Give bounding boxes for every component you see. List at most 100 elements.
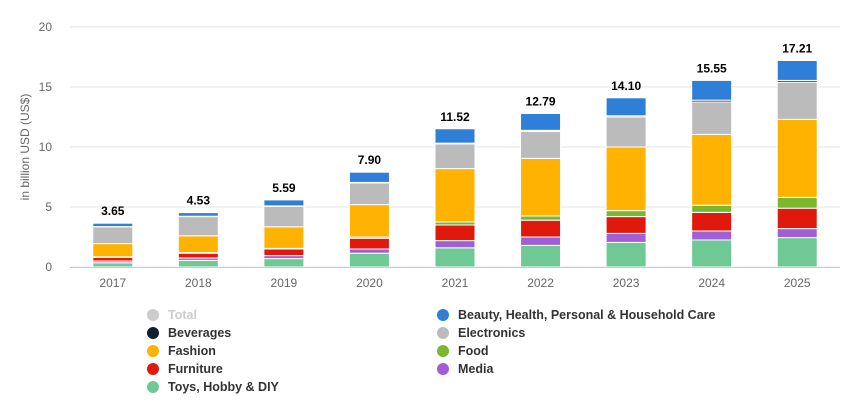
bar-segment[interactable] (520, 130, 562, 159)
total-labels: 3.65 4.53 5.59 7.90 11.52 12.79 14.10 15.55 17.2… (101, 41, 812, 218)
bar-segment[interactable] (177, 235, 219, 254)
legend-item-fashion[interactable]: Fashion (147, 344, 216, 358)
total-value-label: 3.65 (101, 204, 125, 218)
bar-segment[interactable] (691, 133, 733, 206)
x-tick-label: 2019 (271, 276, 298, 290)
bar-segment[interactable] (348, 171, 390, 183)
bar-segment[interactable] (92, 256, 134, 262)
bar-segment[interactable] (177, 259, 219, 268)
y-tick-label: 10 (39, 140, 53, 154)
bar-segment[interactable] (605, 241, 647, 268)
bar-segment[interactable] (434, 224, 476, 242)
bars (92, 59, 818, 268)
bar-segment[interactable] (776, 237, 818, 268)
total-value-label: 12.79 (526, 95, 556, 109)
bar-segment[interactable] (691, 211, 733, 232)
bar-segment[interactable] (776, 81, 818, 120)
bar-segment[interactable] (605, 146, 647, 212)
x-axis-ticks: 2017 2018 2019 2020 2021 2022 2023 2024 2025 (70, 267, 840, 290)
bar-segment[interactable] (691, 101, 733, 135)
legend-item-electronics[interactable]: Electronics (437, 326, 525, 340)
total-value-label: 4.53 (187, 194, 211, 208)
bar-segment[interactable] (434, 247, 476, 268)
bar-segment[interactable] (605, 97, 647, 117)
y-tick-label: 5 (45, 200, 52, 214)
y-axis-ticks: 0 5 10 15 20 (39, 20, 53, 274)
total-value-label: 7.90 (358, 153, 382, 167)
legend-label: Food (458, 344, 489, 358)
bar-segment[interactable] (263, 205, 305, 228)
bar-segment[interactable] (691, 79, 733, 101)
bar-segment[interactable] (434, 168, 476, 223)
legend-label: Beauty, Health, Personal & Household Car… (458, 308, 716, 322)
total-value-label: 11.52 (440, 110, 470, 124)
bar-segment[interactable] (605, 210, 647, 218)
legend-label: Fashion (168, 344, 216, 358)
bar-segment[interactable] (177, 252, 219, 259)
beauty-legend-dot-icon (437, 309, 449, 321)
bar-segment[interactable] (776, 59, 818, 81)
bar-segment[interactable] (520, 244, 562, 268)
bar-segment[interactable] (263, 248, 305, 257)
food-legend-dot-icon (437, 345, 449, 357)
legend-item-furniture[interactable]: Furniture (147, 362, 223, 376)
legend-label: Toys, Hobby & DIY (168, 380, 279, 394)
total-value-label: 15.55 (697, 61, 727, 75)
legend-item-toys[interactable]: Toys, Hobby & DIY (147, 380, 279, 394)
bar-segment[interactable] (776, 228, 818, 239)
total-value-label: 17.21 (782, 41, 812, 55)
furniture-legend-dot-icon (147, 363, 159, 375)
legend-item-total[interactable]: Total (147, 308, 197, 322)
bar-segment[interactable] (177, 212, 219, 217)
bar-segment[interactable] (605, 232, 647, 243)
legend-label: Furniture (168, 362, 223, 376)
bar-segment[interactable] (92, 243, 134, 258)
legend: Total Beauty, Health, Personal & Househo… (0, 300, 852, 419)
y-tick-label: 20 (39, 20, 53, 34)
legend-label: Electronics (458, 326, 526, 340)
bar-segment[interactable] (691, 239, 733, 268)
bar-segment[interactable] (520, 157, 562, 217)
bar-segment[interactable] (177, 216, 219, 237)
bar-segment[interactable] (520, 236, 562, 246)
bar-segment[interactable] (348, 204, 390, 238)
bar-segment[interactable] (348, 248, 390, 254)
bar-segment[interactable] (520, 113, 562, 131)
bar-segment[interactable] (776, 196, 818, 209)
fashion-legend-dot-icon (147, 345, 159, 357)
legend-item-beauty[interactable]: Beauty, Health, Personal & Household Car… (437, 308, 715, 322)
bar-segment[interactable] (92, 226, 134, 245)
beverages-legend-dot-icon (147, 327, 159, 339)
bar-segment[interactable] (691, 204, 733, 213)
bar-segment[interactable] (348, 252, 390, 268)
bar-segment[interactable] (434, 143, 476, 170)
bar-segment[interactable] (691, 230, 733, 241)
bar-segment[interactable] (92, 262, 134, 268)
x-tick-label: 2021 (442, 276, 469, 290)
x-tick-label: 2024 (698, 276, 725, 290)
bar-segment[interactable] (520, 215, 562, 221)
bar-segment[interactable] (263, 226, 305, 249)
legend-item-media[interactable]: Media (437, 362, 493, 376)
legend-label: Media (458, 362, 494, 376)
total-value-label: 5.59 (272, 181, 296, 195)
legend-item-beverages[interactable]: Beverages (147, 326, 231, 340)
bar-segment[interactable] (776, 207, 818, 230)
legend-item-food[interactable]: Food (437, 344, 489, 358)
bar-segment[interactable] (605, 216, 647, 234)
bar-segment[interactable] (776, 118, 818, 198)
bar-segment[interactable] (348, 182, 390, 206)
y-tick-label: 15 (39, 80, 53, 94)
bar-segment[interactable] (348, 237, 390, 250)
x-tick-label: 2017 (99, 276, 126, 290)
electronics-legend-dot-icon (437, 327, 449, 339)
y-axis-label: in billion USD (US$) (18, 94, 32, 201)
bar-segment[interactable] (434, 128, 476, 144)
bar-segment[interactable] (520, 219, 562, 238)
bar-segment[interactable] (92, 222, 134, 228)
bar-segment[interactable] (263, 258, 305, 268)
bar-segment[interactable] (263, 199, 305, 207)
bar-segment[interactable] (434, 240, 476, 249)
total-value-label: 14.10 (611, 79, 641, 93)
bar-segment[interactable] (605, 116, 647, 148)
